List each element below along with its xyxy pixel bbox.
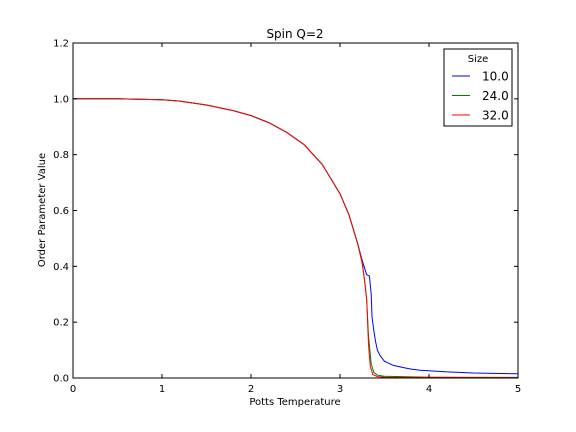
x-tick-label: 0	[70, 384, 76, 395]
x-tick-label: 1	[159, 384, 165, 395]
legend: Size 10.0 24.0 32.0	[444, 49, 512, 126]
chart-title: Spin Q=2	[266, 27, 323, 41]
y-tick-label: 0.0	[53, 374, 69, 385]
legend-label-32.0: 32.0	[482, 109, 509, 123]
x-axis-label: Potts Temperature	[249, 397, 340, 408]
legend-title: Size	[468, 54, 489, 65]
y-tick-label: 0.8	[53, 150, 69, 161]
y-tick-label: 1.0	[53, 94, 69, 105]
y-tick-label: 0.6	[53, 206, 69, 217]
legend-label-24.0: 24.0	[482, 89, 509, 103]
series-line-32.0	[73, 99, 518, 378]
x-tick-label: 4	[426, 384, 432, 395]
x-tick-label: 2	[248, 384, 254, 395]
y-tick-label: 0.2	[53, 318, 69, 329]
y-tick-label: 0.4	[53, 262, 69, 273]
x-tick-label: 3	[337, 384, 343, 395]
y-axis-label: Order Parameter Value	[37, 153, 48, 267]
legend-label-10.0: 10.0	[482, 70, 509, 84]
series-line-10.0	[73, 99, 518, 374]
y-tick-label: 1.2	[53, 39, 69, 50]
series-line-24.0	[73, 99, 518, 378]
x-tick-label: 5	[515, 384, 521, 395]
